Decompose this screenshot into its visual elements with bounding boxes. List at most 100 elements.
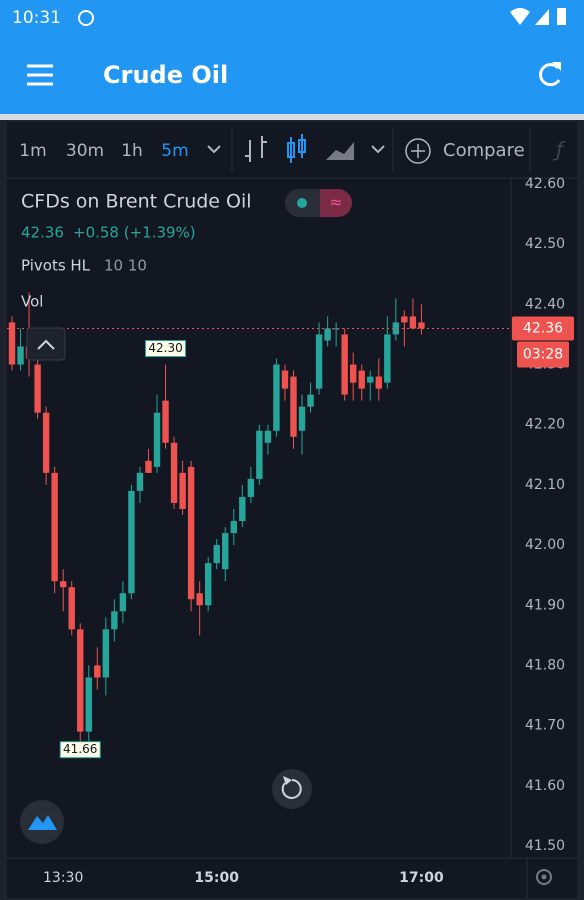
interval-button[interactable]: 30m (66, 141, 104, 161)
compare-label: Compare (443, 140, 525, 161)
candle-body (264, 430, 272, 443)
candle-body (307, 394, 314, 407)
y-tick-label: 42.50 (525, 236, 565, 252)
candle-body (179, 472, 186, 509)
interval-button[interactable]: 1m (19, 141, 46, 161)
candle-body (153, 412, 161, 467)
y-tick-label: 41.90 (525, 597, 565, 613)
candle-body (170, 442, 178, 503)
candle-body (256, 430, 263, 479)
battery-icon (557, 8, 566, 25)
legend-change: +0.58 (+1.39%) (73, 224, 196, 242)
legend-price: 42.36 (21, 224, 64, 242)
pivot-label: 42.30 (148, 341, 182, 355)
app-bar (0, 36, 584, 114)
last-price-label: 42.36 (523, 320, 563, 336)
candle-body (350, 364, 357, 383)
candle-body (247, 478, 255, 497)
status-bar (0, 0, 584, 36)
candle-body (204, 563, 212, 606)
area-style-button[interactable] (326, 142, 354, 160)
y-tick-label: 41.50 (525, 838, 565, 854)
pivot-label-box (59, 741, 101, 759)
candle-body (59, 581, 67, 588)
style-dropdown[interactable] (371, 145, 385, 154)
refresh-button[interactable] (539, 62, 561, 87)
candle-body (8, 322, 16, 365)
candle-body (68, 587, 75, 630)
chart-panel (7, 122, 577, 898)
candle-body (85, 677, 92, 732)
svg-text:≈: ≈ (329, 193, 342, 212)
pivot-label: 41.66 (63, 742, 97, 756)
bars-style-button[interactable] (245, 136, 267, 162)
candle-body (332, 328, 340, 330)
last-price-badge (512, 316, 574, 341)
app-title: Crude Oil (103, 61, 228, 89)
interval-button[interactable]: 1h (121, 141, 143, 161)
candle-body (136, 472, 144, 491)
candle-body (401, 316, 408, 323)
countdown-badge (517, 341, 569, 368)
candle-body (196, 593, 203, 606)
y-tick-label: 42.00 (525, 537, 565, 553)
candle-body (418, 322, 425, 329)
toolbar: Compare ƒ 1m 30m 1h 5m (7, 128, 577, 179)
candle-body (341, 334, 348, 395)
candle-body (187, 466, 195, 600)
market-status[interactable]: ≈ (285, 189, 352, 217)
status-time: 10:31 (12, 8, 61, 28)
symbol-name: CFDs on Brent Crude Oil (21, 191, 252, 213)
x-tick-label: 17:00 (399, 870, 444, 886)
candle-body (230, 521, 237, 534)
y-tick-label: 42.60 (525, 176, 565, 192)
settings-button[interactable] (536, 869, 552, 885)
collapse-legend-button[interactable] (26, 327, 66, 361)
candle-body (145, 460, 152, 473)
indicator-params: 10 10 (104, 257, 147, 275)
status-icon (78, 10, 94, 26)
candle-body (409, 316, 417, 329)
countdown-label: 03:28 (523, 346, 563, 362)
y-tick-label: 41.60 (525, 778, 565, 794)
reset-button[interactable] (272, 769, 312, 809)
candle-body (273, 364, 280, 431)
menu-button[interactable] (27, 64, 53, 86)
x-tick-label: 15:00 (194, 870, 239, 886)
logo-button[interactable] (20, 800, 64, 844)
volume-label: Vol (21, 293, 43, 311)
candle-body (119, 593, 127, 612)
candle-body (290, 376, 297, 437)
divider (0, 114, 584, 120)
indicator-name: Pivots HL (21, 257, 91, 275)
candle-body (17, 346, 24, 365)
pivot-label-box (145, 340, 187, 358)
interval-button[interactable]: 5m (161, 141, 188, 161)
x-tick-label: 13:30 (43, 870, 83, 886)
candle-body (128, 490, 135, 594)
candle-body (298, 406, 306, 431)
candle-body (367, 376, 374, 383)
y-tick-label: 41.70 (525, 718, 565, 734)
candles-style-button[interactable] (287, 134, 306, 163)
compare-button[interactable]: Compare (405, 138, 525, 164)
y-tick-label: 42.10 (525, 477, 565, 493)
y-tick-label: 42.40 (525, 296, 565, 312)
candle-body (392, 322, 400, 335)
wifi-icon (510, 8, 530, 25)
y-tick-label: 41.80 (525, 657, 565, 673)
interval-dropdown[interactable] (207, 145, 221, 154)
candle-body (34, 364, 41, 413)
indicators-button[interactable]: ƒ (552, 138, 566, 162)
candle-body (94, 665, 101, 678)
y-tick-label: 42.20 (525, 417, 565, 433)
candle-body (375, 376, 382, 389)
candle-body (111, 611, 118, 630)
candle-body (222, 533, 229, 570)
candle-body (315, 334, 323, 389)
candle-body (213, 545, 220, 564)
candle-body (162, 400, 169, 443)
candle-body (77, 629, 84, 732)
